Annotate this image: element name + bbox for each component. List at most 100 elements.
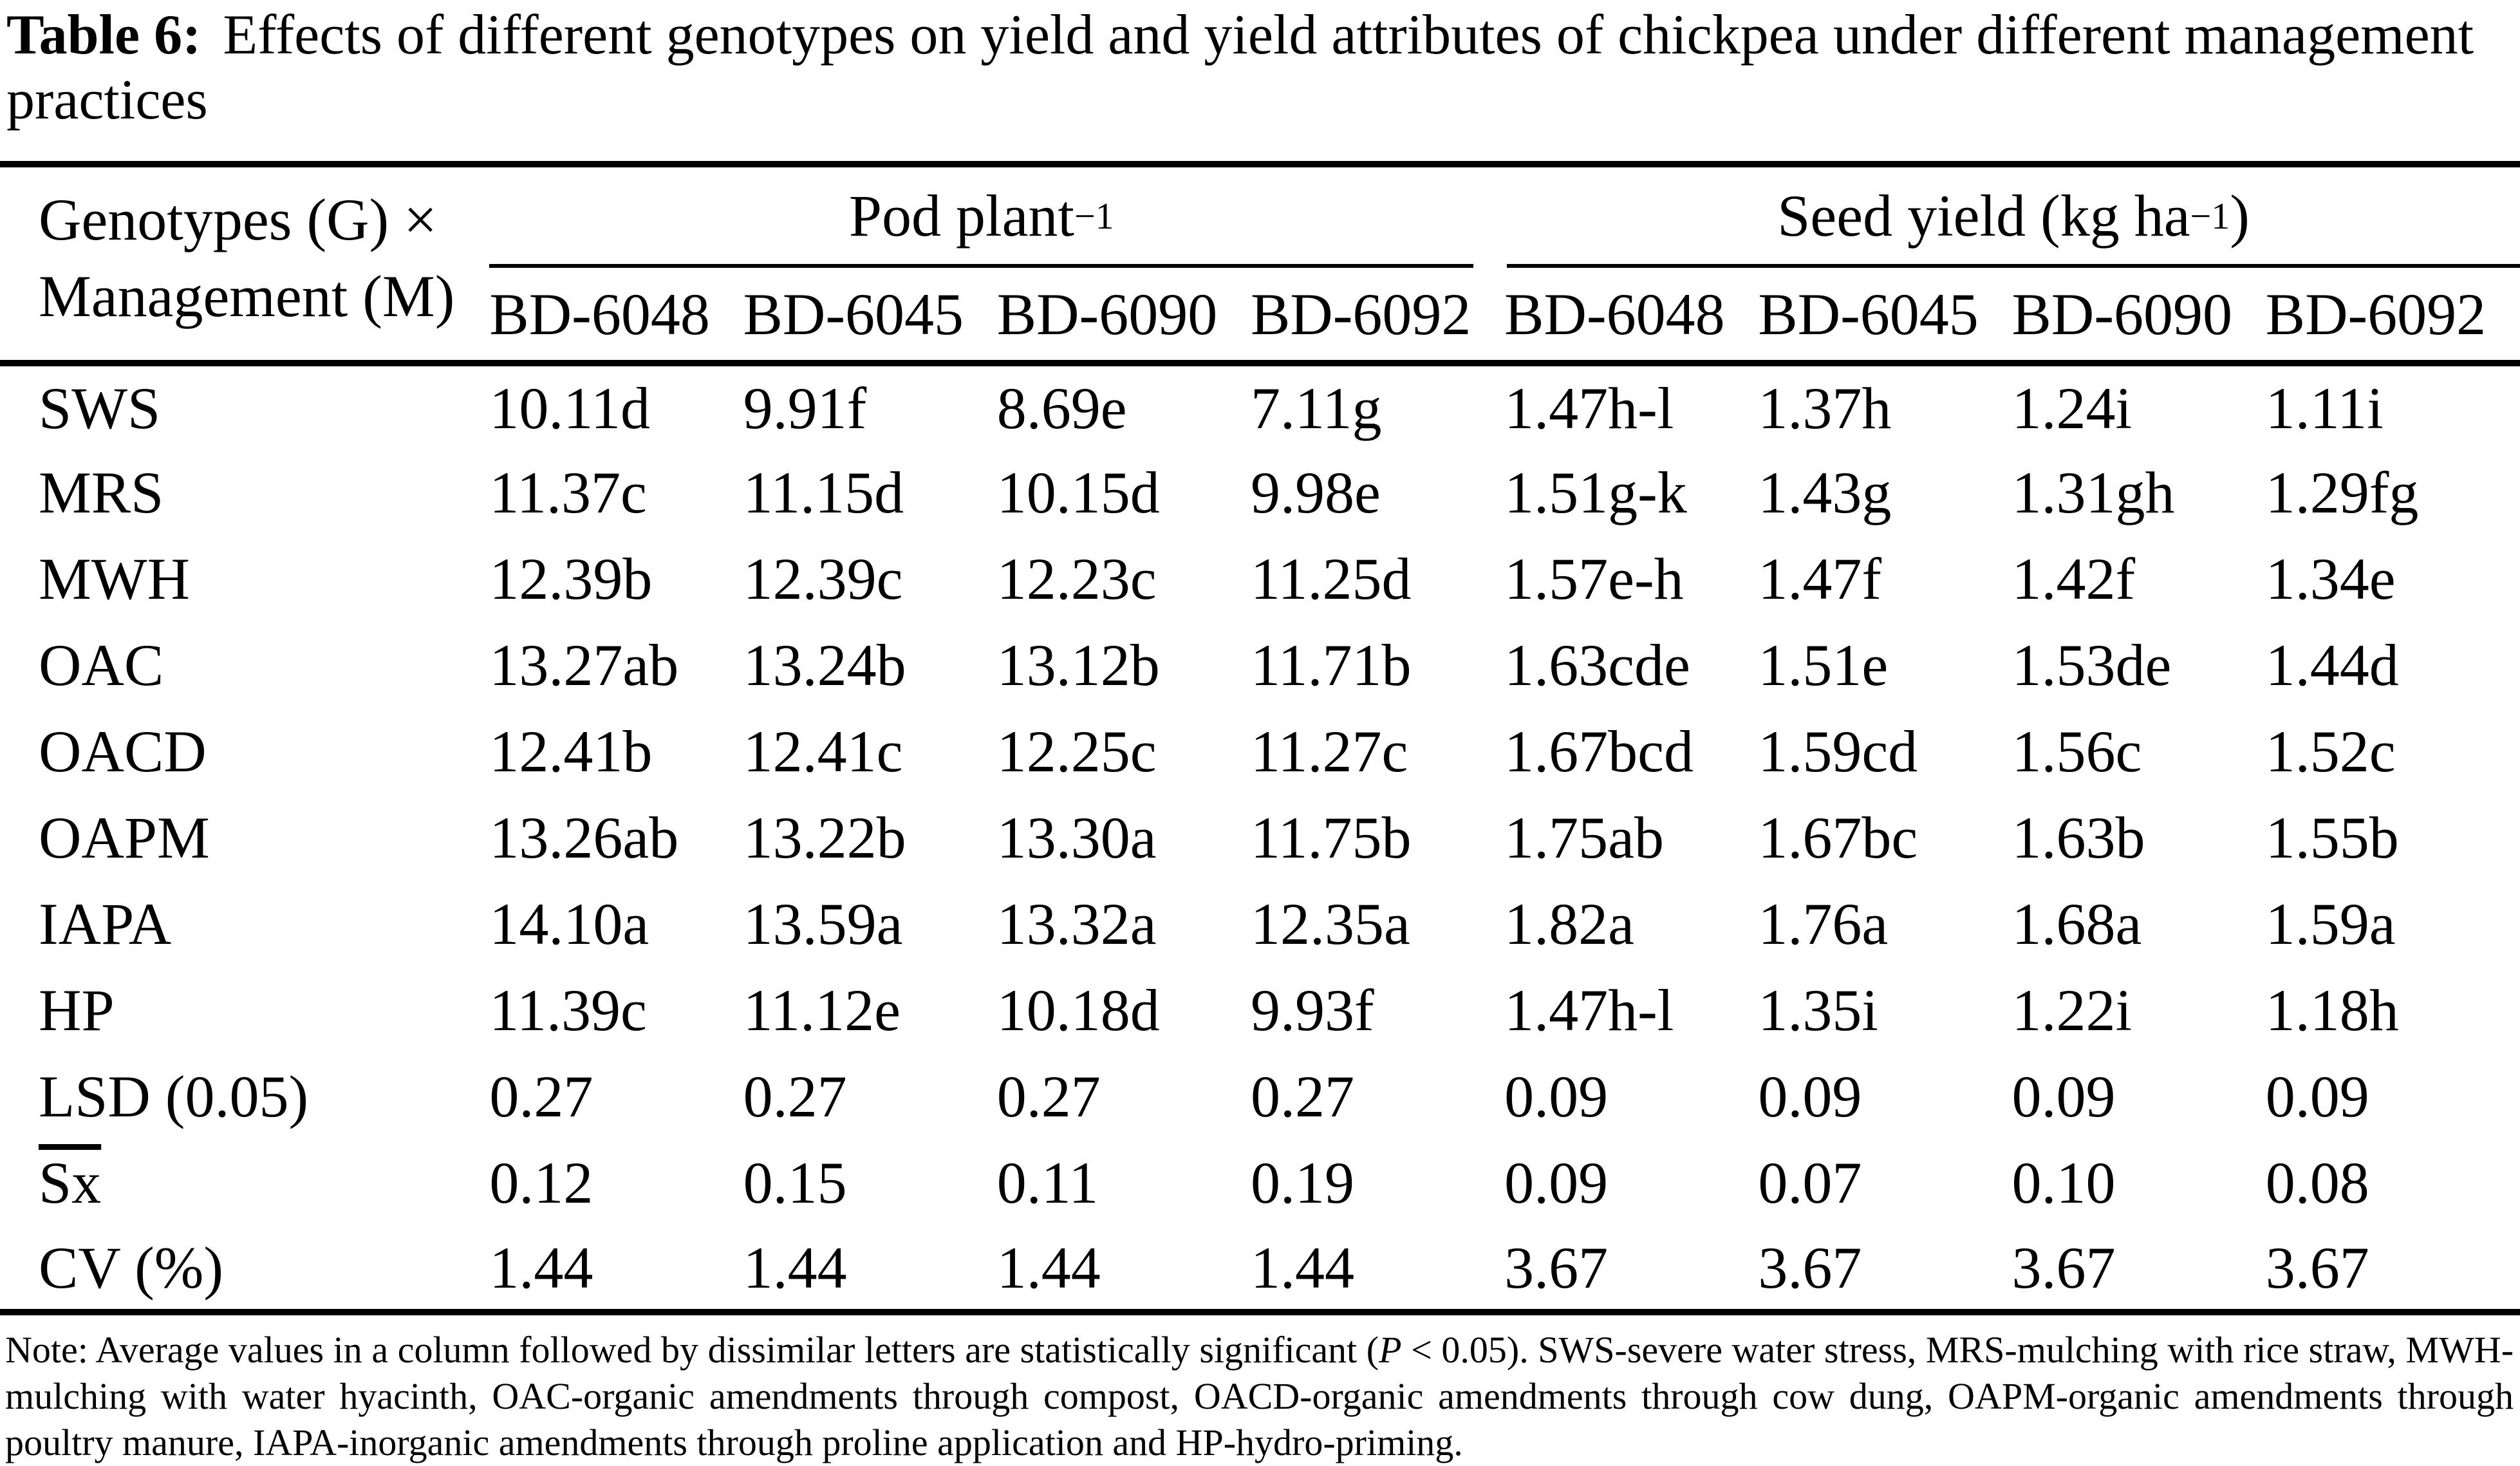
stub-header-line1: Genotypes (G) × <box>39 187 438 252</box>
group-header-row: Genotypes (G) × Management (M) Pod plant… <box>0 164 2520 366</box>
data-cell: 1.47h-l <box>1504 977 1674 1043</box>
data-cell: 1.75ab <box>1504 805 1664 870</box>
data-cell: 12.23c <box>996 546 1157 612</box>
data-cell: 0.27 <box>489 1064 593 1129</box>
data-cell: 10.11d <box>489 375 650 441</box>
row-label: MWH <box>39 546 191 612</box>
data-cell: 13.22b <box>743 805 906 870</box>
table-row: CV (%) 1.44 1.44 1.44 1.44 3.67 3.67 3.67 3.67 <box>0 1226 2520 1312</box>
row-label: OACD <box>39 719 207 784</box>
data-cell: 1.44 <box>489 1234 593 1301</box>
data-cell: 13.30a <box>996 805 1157 870</box>
data-cell: 11.25d <box>1250 546 1412 612</box>
column-header: BD-6092 <box>2265 268 2520 366</box>
data-cell: 0.09 <box>1504 1150 1609 1216</box>
data-cell: 12.39c <box>743 546 903 612</box>
table-row: OACD 12.41b 12.41c 12.25c 11.27c 1.67bcd 1.59c… <box>0 708 2520 794</box>
table-row: OAPM 13.26ab 13.22b 13.30a 11.75b 1.75ab 1.67b… <box>0 794 2520 881</box>
data-cell: 12.39b <box>489 546 653 612</box>
data-cell: 11.12e <box>743 977 901 1043</box>
data-cell: 12.41c <box>743 719 903 784</box>
data-cell: 0.11 <box>996 1150 1099 1216</box>
row-label: CV (%) <box>39 1234 224 1301</box>
data-cell: 1.37h <box>1758 375 1892 441</box>
data-cell: 0.10 <box>2011 1150 2116 1216</box>
superscript: −1 <box>2190 194 2230 237</box>
row-label: MRS <box>39 460 164 525</box>
data-cell: 1.44d <box>2265 632 2399 698</box>
data-cell: 1.44 <box>743 1234 847 1301</box>
data-cell: 1.56c <box>2011 719 2142 784</box>
data-cell: 1.47f <box>1758 546 1881 612</box>
column-header: BD-6092 <box>1250 268 1505 366</box>
data-cell: 1.29fg <box>2265 460 2419 525</box>
data-cell: 13.32a <box>996 891 1157 957</box>
data-cell: 1.67bcd <box>1504 719 1694 784</box>
data-cell: 0.27 <box>743 1064 847 1129</box>
data-cell: 11.15d <box>743 460 904 525</box>
data-cell: 1.63b <box>2011 805 2145 870</box>
data-cell: 13.27ab <box>489 632 679 698</box>
data-cell: 1.11i <box>2265 375 2384 441</box>
row-label: SWS <box>39 375 161 441</box>
stub-header-line2: Management (M) <box>39 263 455 329</box>
data-cell: 0.09 <box>2265 1064 2369 1129</box>
data-cell: 9.98e <box>1250 460 1381 525</box>
table-row: SWS 10.11d 9.91f 8.69e 7.11g 1.47h-l 1.37h 1.24… <box>0 363 2520 449</box>
data-cell: 1.57e-h <box>1504 546 1684 612</box>
data-cell: 1.59cd <box>1758 719 1918 784</box>
data-cell: 11.39c <box>489 977 647 1043</box>
data-cell: 1.42f <box>2011 546 2136 612</box>
footnote-text: Note: Average values in a column followe… <box>5 1329 1379 1371</box>
data-cell: 13.26ab <box>489 805 679 870</box>
column-header-row: BD-6048 BD-6045 BD-6090 BD-6092 BD-6048 … <box>0 268 2520 366</box>
data-cell: 3.67 <box>1758 1234 1862 1301</box>
data-cell: 11.27c <box>1250 719 1408 784</box>
data-cell: 0.12 <box>489 1150 593 1216</box>
data-cell: 12.25c <box>996 719 1157 784</box>
row-label: OAPM <box>39 805 210 870</box>
data-cell: 11.71b <box>1250 632 1412 698</box>
data-cell: 0.07 <box>1758 1150 1862 1216</box>
data-cell: 0.19 <box>1250 1150 1354 1216</box>
data-cell: 13.24b <box>743 632 906 698</box>
table-row: LSD (0.05) 0.27 0.27 0.27 0.27 0.09 0.09 0.09 0.… <box>0 1053 2520 1140</box>
data-cell: 9.91f <box>743 375 867 441</box>
data-cell: 1.43g <box>1758 460 1892 525</box>
column-header: BD-6048 <box>489 268 743 366</box>
data-cell: 1.47h-l <box>1504 375 1674 441</box>
data-cell: 0.09 <box>1758 1064 1862 1129</box>
data-cell: 11.37c <box>489 460 647 525</box>
data-cell: 1.31gh <box>2011 460 2175 525</box>
data-cell: 1.59a <box>2265 891 2396 957</box>
table-row: OAC 13.27ab 13.24b 13.12b 11.71b 1.63cde 1.51e… <box>0 622 2520 708</box>
data-cell: 1.67bc <box>1758 805 1918 870</box>
table-caption-text: Effects of different genotypes on yield … <box>6 4 2474 131</box>
data-cell: 1.53de <box>2011 632 2172 698</box>
data-cell: 1.63cde <box>1504 632 1690 698</box>
footnote-p-symbol: P <box>1379 1329 1402 1371</box>
footnote-text: < 0.05). SWS-severe water stress, MRS-mu… <box>5 1329 2514 1463</box>
data-cell: 1.55b <box>2265 805 2399 870</box>
data-cell: 12.41b <box>489 719 653 784</box>
superscript: −1 <box>1074 194 1114 237</box>
row-label: OAC <box>39 632 164 698</box>
data-cell: 1.18h <box>2265 977 2399 1043</box>
row-label: IAPA <box>39 891 172 957</box>
stub-header: Genotypes (G) × Management (M) <box>0 164 490 366</box>
data-cell: 0.09 <box>2011 1064 2116 1129</box>
data-cell: 10.18d <box>996 977 1160 1043</box>
data-cell: 12.35a <box>1250 891 1410 957</box>
data-cell: 11.75b <box>1250 805 1412 870</box>
data-cell: 10.15d <box>996 460 1160 525</box>
table-row: HP 11.39c 11.12e 10.18d 9.93f 1.47h-l 1.35i 1.2… <box>0 967 2520 1053</box>
data-cell: 1.82a <box>1504 891 1634 957</box>
row-label: LSD (0.05) <box>39 1064 309 1129</box>
data-cell: 3.67 <box>2011 1234 2116 1301</box>
table-footnote: Note: Average values in a column followe… <box>5 1327 2514 1466</box>
data-cell: 1.44 <box>996 1234 1101 1301</box>
data-cell: 13.12b <box>996 632 1160 698</box>
group-header-seed-yield: Seed yield (kg ha −1) <box>1504 164 2520 268</box>
data-cell: 0.09 <box>1504 1064 1609 1129</box>
data-cell: 14.10a <box>489 891 649 957</box>
